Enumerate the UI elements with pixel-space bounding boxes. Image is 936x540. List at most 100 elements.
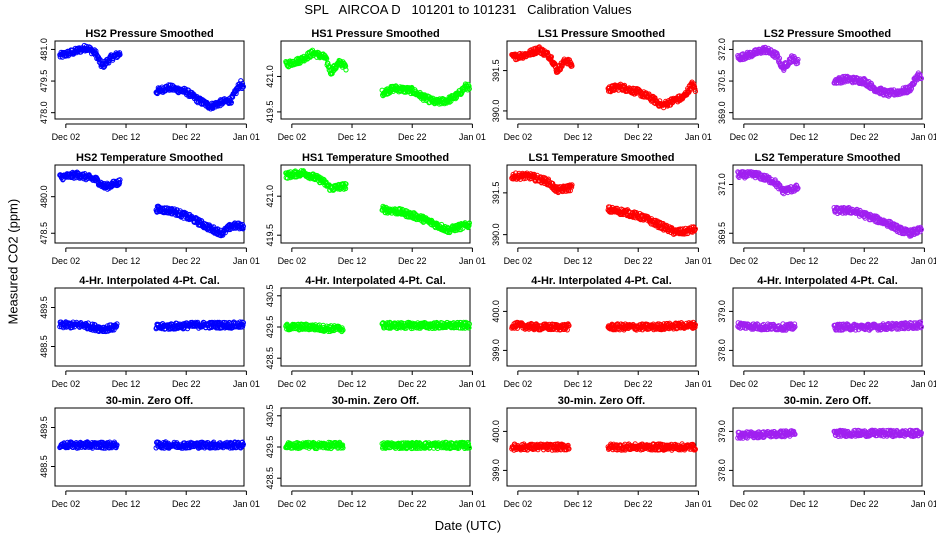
- x-tick-label: Jan 01: [685, 379, 712, 389]
- data-series-segment-2: [605, 204, 699, 237]
- x-tick-label: Dec 02: [52, 379, 81, 389]
- panel-title: HS1 Temperature Smoothed: [302, 152, 449, 164]
- x-tick-label: Dec 22: [398, 499, 427, 509]
- data-point: [692, 86, 698, 92]
- data-series-segment-1: [735, 320, 798, 333]
- x-tick-label: Dec 02: [52, 499, 81, 509]
- data-point: [95, 177, 101, 183]
- x-tick-label: Jan 01: [233, 379, 260, 389]
- x-tick-label: Dec 02: [278, 132, 307, 142]
- data-series-segment-1: [283, 321, 346, 335]
- panel-frame: [54, 40, 245, 120]
- panel-title: LS1 Pressure Smoothed: [538, 28, 665, 40]
- panel-9: 4-Hr. Interpolated 4-Pt. Cal.488.5489.5D…: [39, 275, 260, 389]
- x-tick-label: Dec 12: [338, 256, 367, 266]
- data-point: [687, 87, 693, 93]
- y-tick-label: 478.0: [39, 101, 49, 124]
- y-tick-label: 428.5: [265, 467, 275, 490]
- data-point: [466, 86, 472, 92]
- data-series-segment-2: [831, 204, 925, 239]
- x-tick-label: Dec 12: [564, 256, 593, 266]
- y-tick-label: 480.0: [39, 185, 49, 208]
- data-point: [117, 179, 123, 186]
- x-tick-label: Dec 02: [730, 256, 759, 266]
- data-series-segment-2: [153, 203, 246, 239]
- y-tick-label: 481.0: [39, 38, 49, 61]
- y-tick-label: 478.5: [39, 222, 49, 245]
- x-tick-label: Jan 01: [459, 132, 486, 142]
- x-tick-label: Dec 22: [398, 379, 427, 389]
- x-tick-label: Jan 01: [911, 256, 936, 266]
- x-tick-label: Jan 01: [233, 256, 260, 266]
- panel-title: 4-Hr. Interpolated 4-Pt. Cal.: [305, 275, 446, 287]
- x-tick-label: Dec 22: [172, 132, 201, 142]
- y-tick-label: 372.0: [717, 38, 727, 61]
- data-point: [228, 99, 234, 106]
- x-tick-label: Jan 01: [685, 132, 712, 142]
- x-tick-label: Dec 12: [790, 132, 819, 142]
- panel-title: HS2 Pressure Smoothed: [85, 28, 213, 40]
- x-tick-label: Dec 12: [112, 379, 141, 389]
- x-tick-label: Dec 22: [624, 379, 653, 389]
- data-point: [552, 61, 558, 67]
- data-series-segment-1: [735, 44, 801, 73]
- x-tick-label: Dec 12: [790, 379, 819, 389]
- panel-title: 4-Hr. Interpolated 4-Pt. Cal.: [531, 275, 672, 287]
- data-point: [691, 81, 697, 87]
- x-tick-label: Dec 02: [278, 256, 307, 266]
- data-series-segment-2: [153, 439, 246, 451]
- data-point: [781, 67, 787, 73]
- data-point: [795, 56, 801, 63]
- data-point: [918, 75, 925, 82]
- y-tick-label: 429.5: [265, 436, 275, 459]
- data-series-segment-2: [379, 203, 472, 236]
- x-axis-label: Date (UTC): [434, 518, 502, 533]
- y-tick-label: 421.0: [265, 185, 275, 208]
- x-tick-label: Dec 02: [730, 379, 759, 389]
- x-tick-label: Dec 12: [790, 256, 819, 266]
- x-tick-label: Dec 12: [112, 132, 141, 142]
- y-tick-label: 428.5: [265, 347, 275, 370]
- data-series-segment-2: [605, 319, 699, 333]
- x-tick-label: Jan 01: [459, 499, 486, 509]
- y-tick-label: 419.5: [265, 224, 275, 247]
- x-tick-label: Dec 02: [504, 256, 533, 266]
- data-series-segment-2: [153, 319, 246, 332]
- x-tick-label: Jan 01: [459, 256, 486, 266]
- x-tick-label: Dec 12: [338, 499, 367, 509]
- data-point: [692, 88, 699, 95]
- data-series-segment-1: [509, 319, 572, 333]
- y-tick-label: 391.5: [491, 59, 501, 82]
- x-tick-label: Dec 22: [398, 256, 427, 266]
- data-series-segment-1: [735, 169, 801, 197]
- x-tick-label: Dec 12: [564, 379, 593, 389]
- y-tick-label: 399.0: [491, 339, 501, 362]
- data-series-segment-1: [57, 439, 120, 451]
- panel-frame: [280, 40, 471, 120]
- data-point: [776, 55, 783, 61]
- y-tick-label: 370.5: [717, 70, 727, 93]
- data-series-segment-1: [283, 168, 349, 193]
- x-tick-label: Jan 01: [459, 379, 486, 389]
- x-tick-label: Jan 01: [685, 256, 712, 266]
- y-tick-label: 489.5: [39, 296, 49, 319]
- x-tick-label: Dec 22: [398, 132, 427, 142]
- data-point: [117, 52, 123, 58]
- x-tick-label: Dec 02: [52, 132, 81, 142]
- y-tick-label: 378.0: [717, 339, 727, 362]
- x-tick-label: Dec 22: [172, 379, 201, 389]
- data-point: [106, 60, 112, 66]
- data-point: [621, 82, 628, 89]
- x-tick-label: Dec 22: [172, 499, 201, 509]
- y-tick-label: 430.5: [265, 285, 275, 308]
- panel-title: LS2 Pressure Smoothed: [764, 28, 891, 40]
- x-tick-label: Jan 01: [233, 499, 260, 509]
- y-tick-label: 430.5: [265, 405, 275, 428]
- x-tick-label: Dec 22: [172, 256, 201, 266]
- y-tick-label: 479.5: [39, 70, 49, 93]
- x-tick-label: Dec 22: [850, 256, 879, 266]
- y-tick-label: 379.0: [717, 300, 727, 323]
